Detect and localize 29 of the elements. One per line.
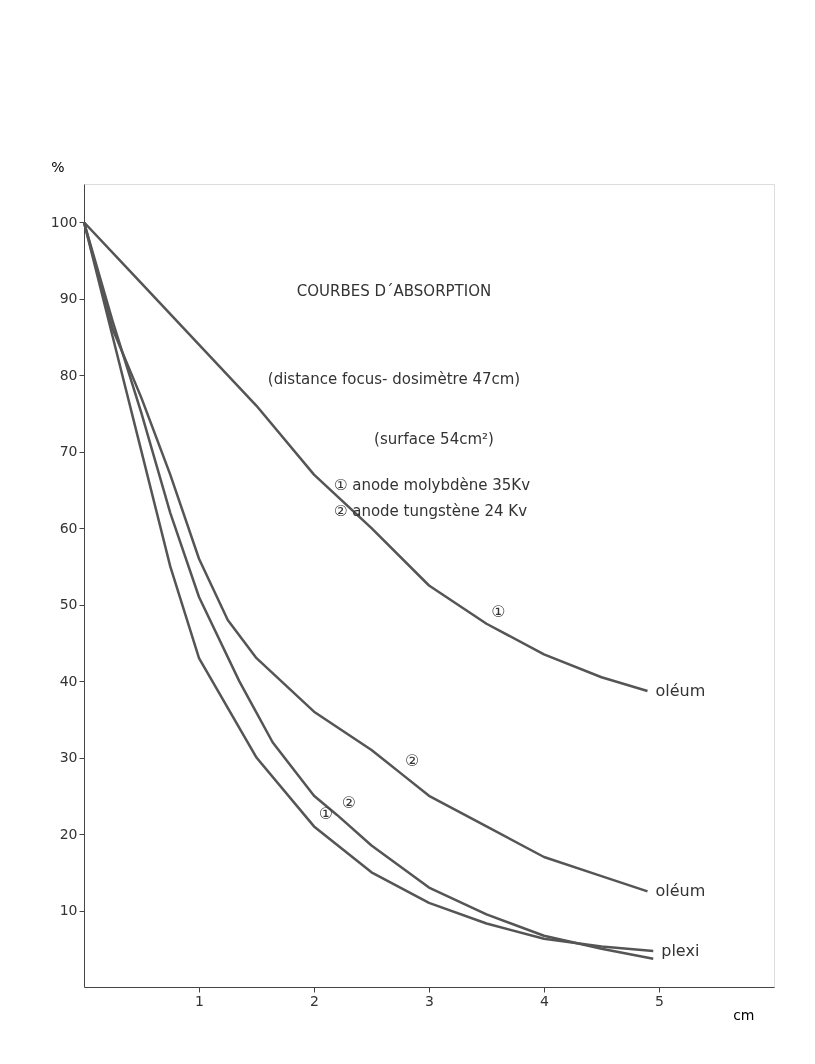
x-axis-title: cm bbox=[733, 1006, 755, 1023]
text: (distance focus- dosimètre 47cm) bbox=[267, 370, 521, 388]
annotation: (surface 54cm²) bbox=[374, 430, 494, 448]
annotation: oléum bbox=[655, 681, 706, 701]
y-tick-label: 40 bbox=[59, 672, 78, 689]
x-tick-label: 5 bbox=[655, 992, 664, 1009]
annotation: oléum bbox=[655, 881, 706, 901]
x-tick-label: 1 bbox=[195, 992, 204, 1009]
x-tick-label: 2 bbox=[310, 992, 319, 1009]
annotation: ② bbox=[341, 792, 357, 812]
annotation: ① bbox=[491, 601, 506, 621]
annotation: plexi bbox=[661, 941, 700, 961]
y-tick-label: 70 bbox=[59, 443, 78, 460]
y-axis-title: % bbox=[51, 158, 65, 175]
y-tick-label: 30 bbox=[59, 749, 78, 766]
y-tick-label: 80 bbox=[59, 366, 78, 383]
y-tick-label: 20 bbox=[59, 825, 78, 842]
y-tick-label: 60 bbox=[59, 519, 78, 536]
text: COURBES D´ABSORPTION bbox=[296, 282, 492, 300]
y-tick-label: 100 bbox=[50, 213, 78, 230]
y-tick-label: 50 bbox=[59, 596, 78, 613]
annotation: ① bbox=[318, 804, 334, 824]
y-tick-label: 10 bbox=[59, 902, 78, 919]
annotation: ① anode molybdène 35Kv bbox=[334, 476, 531, 494]
y-tick-label: 90 bbox=[59, 290, 78, 307]
x-tick-label: 4 bbox=[540, 992, 550, 1009]
annotation: ② bbox=[405, 750, 420, 770]
x-tick-label: 3 bbox=[425, 992, 434, 1009]
annotation: ② anode tungstène 24 Kv bbox=[334, 502, 528, 520]
